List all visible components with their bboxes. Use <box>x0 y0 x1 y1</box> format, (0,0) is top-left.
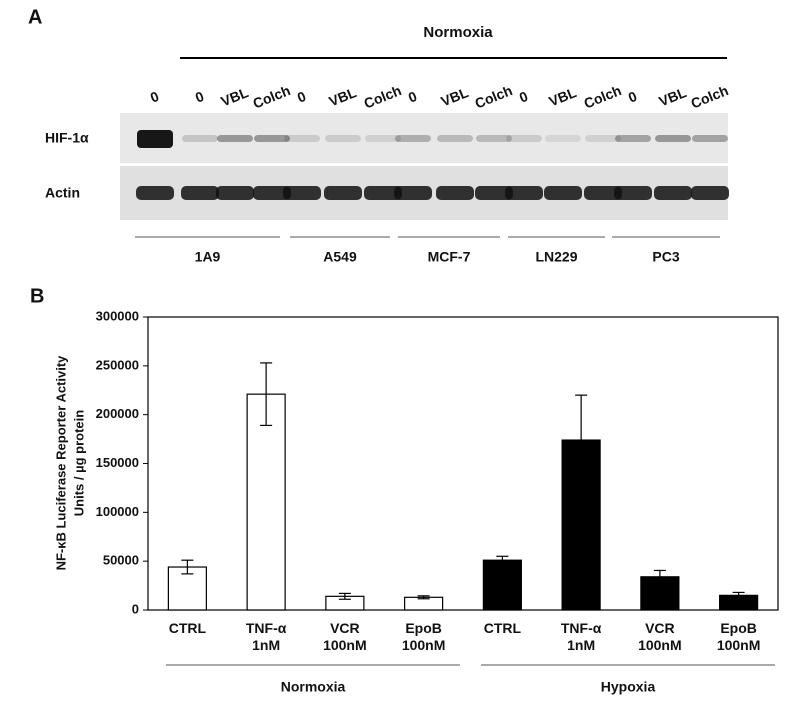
error-bar <box>653 569 666 584</box>
y-axis-label: NF-κB Luciferase Reporter Activity <box>53 355 68 571</box>
x-tick-label: CTRL <box>168 620 207 636</box>
lane-label: Colch <box>250 82 292 111</box>
lane-label: Colch <box>472 82 514 111</box>
hif-band <box>284 135 320 142</box>
y-axis-label: Units / µg protein <box>71 410 86 516</box>
hif-band <box>137 130 173 148</box>
hif-band <box>476 135 512 142</box>
x-tick-label: EpoB 100nM <box>401 620 446 653</box>
error-bar <box>496 555 509 565</box>
x-tick-label: EpoB 100nM <box>716 620 761 653</box>
cell-line-label: PC3 <box>652 249 679 265</box>
lane-label: 0 <box>193 88 206 106</box>
hif-band <box>365 135 401 142</box>
hif-band <box>254 135 290 142</box>
group-label: Hypoxia <box>601 679 656 695</box>
error-bar <box>732 591 745 599</box>
hif-band <box>182 135 218 142</box>
hif-band <box>506 135 542 142</box>
actin-band <box>544 186 582 200</box>
actin-band <box>181 186 219 200</box>
lane-label: 0 <box>295 88 308 106</box>
actin-band <box>324 186 362 200</box>
y-tick-label: 0 <box>132 601 139 616</box>
error-bar <box>260 362 273 427</box>
actin-band <box>436 186 474 200</box>
actin-band <box>216 186 254 200</box>
cell-line-label: LN229 <box>535 249 577 265</box>
lane-label: 0 <box>406 88 419 106</box>
hif-band <box>437 135 473 142</box>
lane-label: VBL <box>327 84 359 109</box>
x-tick-label: TNF-α 1nM <box>245 620 287 653</box>
actin-band <box>475 186 513 200</box>
error-bar <box>417 595 430 600</box>
x-tick-label: VCR 100nM <box>323 620 367 653</box>
actin-band <box>614 186 652 200</box>
y-tick-label: 250000 <box>96 357 139 372</box>
hif-band <box>325 135 361 142</box>
hif-band <box>545 135 581 142</box>
actin-band <box>136 186 174 200</box>
bar <box>246 393 286 611</box>
x-tick-label: VCR 100nM <box>638 620 682 653</box>
actin-band <box>691 186 729 200</box>
error-bar <box>338 592 351 600</box>
actin-band <box>364 186 402 200</box>
condition-label: Normoxia <box>423 24 493 41</box>
y-tick-label: 50000 <box>103 553 139 568</box>
hif-band <box>615 135 651 142</box>
row-label: Actin <box>45 185 80 201</box>
y-tick-label: 100000 <box>96 504 139 519</box>
actin-band <box>584 186 622 200</box>
lane-label: VBL <box>657 84 689 109</box>
actin-band <box>505 186 543 200</box>
hif-band <box>655 135 691 142</box>
cell-line-label: A549 <box>323 249 357 265</box>
lane-label: VBL <box>547 84 579 109</box>
panel-label: B <box>30 285 44 307</box>
lane-label: Colch <box>688 82 730 111</box>
hif-band <box>692 135 728 142</box>
actin-band <box>654 186 692 200</box>
lane-label: 0 <box>148 88 161 106</box>
lane-label: VBL <box>219 84 251 109</box>
actin-band <box>283 186 321 200</box>
hif-band <box>585 135 621 142</box>
x-tick-label: CTRL <box>483 620 522 636</box>
lane-label: Colch <box>581 82 623 111</box>
lane-label: Colch <box>361 82 403 111</box>
cell-line-label: 1A9 <box>195 249 221 265</box>
lane-label: 0 <box>517 88 530 106</box>
actin-band <box>253 186 291 200</box>
panel-label: A <box>28 6 42 28</box>
plot-frame <box>147 316 779 611</box>
bar <box>482 559 522 611</box>
blot-strip <box>120 113 728 163</box>
x-tick-label: TNF-α 1nM <box>560 620 602 653</box>
row-label: HIF-1α <box>45 130 89 146</box>
hif-band <box>217 135 253 142</box>
group-label: Normoxia <box>281 679 346 695</box>
cell-line-label: MCF-7 <box>428 249 471 265</box>
lane-label: VBL <box>439 84 471 109</box>
actin-band <box>394 186 432 200</box>
y-tick-label: 200000 <box>96 406 139 421</box>
y-tick-label: 150000 <box>96 455 139 470</box>
y-tick-label: 300000 <box>96 308 139 323</box>
hif-band <box>395 135 431 142</box>
error-bar <box>575 394 588 486</box>
error-bar <box>181 559 194 575</box>
lane-label: 0 <box>626 88 639 106</box>
